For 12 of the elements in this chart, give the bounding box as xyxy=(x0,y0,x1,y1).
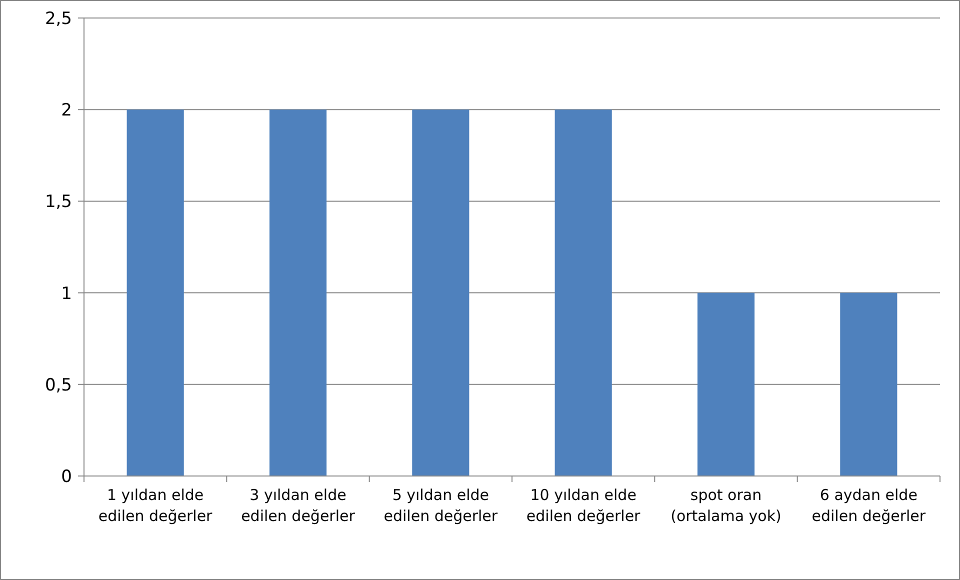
x-tick-label: 6 aydan elde edilen değerler xyxy=(812,486,926,525)
y-tick-label: 0,5 xyxy=(44,375,72,396)
x-tick-label: 5 yıldan elde edilen değerler xyxy=(384,486,498,525)
y-tick-label: 2,5 xyxy=(44,8,72,29)
x-tick-label: 10 yıldan elde edilen değerler xyxy=(526,486,642,525)
y-tick-label: 1,5 xyxy=(44,192,72,212)
x-tick-label: 1 yıldan elde edilen değerler xyxy=(98,486,214,525)
y-tick-label: 0 xyxy=(61,466,72,487)
x-tick-label: 3 yıldan elde edilen değerler xyxy=(241,486,356,525)
x-tick-label: spot oran (ortalama yok) xyxy=(670,486,782,525)
y-tick-label: 2 xyxy=(61,100,72,121)
y-tick-label: 1 xyxy=(61,284,72,304)
